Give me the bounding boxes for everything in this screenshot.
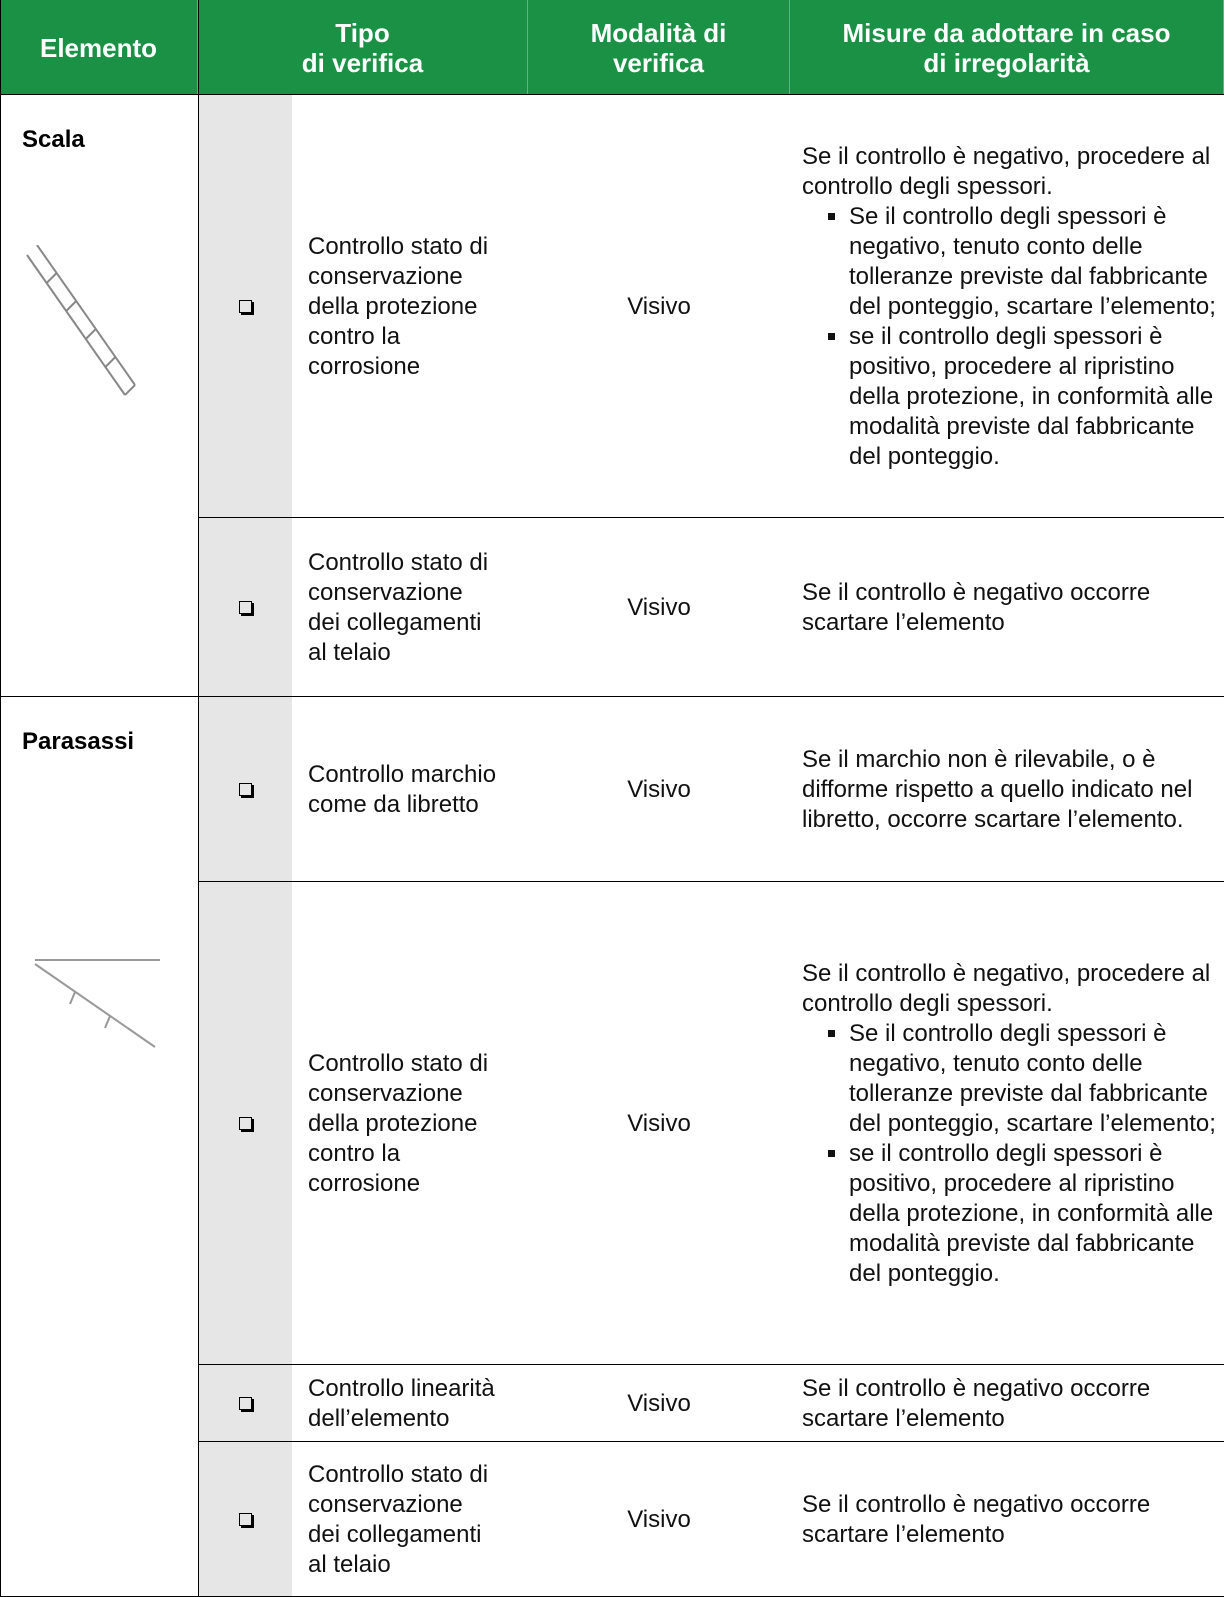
measure-cell: Se il controllo è negativo, procedere al… (790, 882, 1224, 1365)
checkbox-column (198, 95, 292, 1597)
check-type: Controllo stato di conservazione della p… (308, 1049, 489, 1197)
checkbox-icon (238, 601, 252, 614)
element-illustration (34, 959, 160, 1048)
element-name: Scala (22, 126, 85, 153)
checkbox-cell (198, 95, 292, 518)
element-name: Parasassi (22, 728, 135, 755)
header-cell: Elemento (0, 0, 198, 95)
measure-content: Se il controllo è negativo occorre scart… (802, 1374, 1220, 1434)
check-type: Controllo stato di conservazione dei col… (308, 1460, 489, 1578)
check-mode: Visivo (627, 593, 691, 621)
check-mode: Visivo (627, 1505, 691, 1533)
checkbox-icon (238, 1513, 252, 1526)
measure-cell: Se il controllo è negativo occorre scart… (790, 518, 1224, 697)
checkbox-icon (238, 783, 252, 796)
measure-text: Se il controllo è negativo occorre scart… (802, 578, 1151, 636)
check-type: Controllo linearità dell’elemento (308, 1374, 495, 1432)
check-type: Controllo stato di conservazione della p… (308, 232, 489, 380)
checkbox-cell (198, 518, 292, 697)
measure-text: Se il controllo è negativo occorre scart… (802, 1490, 1151, 1548)
table-border (0, 0, 1, 1597)
header-cell: Tipo di verifica (198, 0, 528, 95)
row-separator (198, 881, 1224, 882)
measure-content: Se il controllo è negativo occorre scart… (802, 1490, 1220, 1550)
measure-bullet: Se il controllo degli spessori è negativ… (849, 202, 1220, 322)
measure-cell: Se il controllo è negativo, procedere al… (790, 95, 1224, 518)
element-illustration (26, 245, 136, 396)
header-cell: Misure da adottare in caso di irregolari… (790, 0, 1224, 95)
header-cell: Modalità di verifica (528, 0, 790, 95)
measure-text: Se il controllo è negativo, procedere al… (802, 959, 1211, 1017)
measure-bullet: Se il controllo degli spessori è negativ… (849, 1019, 1220, 1139)
measure-text: Se il controllo è negativo, procedere al… (802, 142, 1211, 200)
check-mode: Visivo (627, 1389, 691, 1417)
measure-text: Se il controllo è negativo occorre scart… (802, 1374, 1151, 1432)
measure-cell: Se il controllo è negativo occorre scart… (790, 1365, 1224, 1442)
measure-cell: Se il marchio non è rilevabile, o è diff… (790, 697, 1224, 882)
header-bottom (0, 94, 1224, 95)
checkbox-cell (198, 697, 292, 882)
checkbox-cell (198, 1442, 292, 1597)
measure-text: Se il marchio non è rilevabile, o è diff… (802, 745, 1193, 833)
measure-cell: Se il controllo è negativo occorre scart… (790, 1442, 1224, 1597)
check-mode: Visivo (627, 1109, 691, 1137)
row-separator (198, 1364, 1224, 1365)
measure-content: Se il marchio non è rilevabile, o è diff… (802, 745, 1220, 835)
checkbox-icon (238, 1397, 252, 1410)
checkbox-cell (198, 1365, 292, 1442)
check-mode: Visivo (627, 292, 691, 320)
column-divider (198, 0, 199, 1597)
row-separator (198, 517, 1224, 518)
measure-bullet: se il controllo degli spessori è positiv… (849, 1139, 1220, 1289)
row-separator (198, 1441, 1224, 1442)
measure-content: Se il controllo è negativo, procedere al… (802, 142, 1220, 472)
measure-content: Se il controllo è negativo occorre scart… (802, 578, 1220, 638)
check-mode: Visivo (627, 775, 691, 803)
group-separator (0, 696, 1224, 697)
checkbox-icon (238, 300, 252, 313)
measure-list: Se il controllo degli spessori è negativ… (802, 1019, 1220, 1289)
measure-bullet: se il controllo degli spessori è positiv… (849, 322, 1220, 472)
checkbox-icon (238, 1117, 252, 1130)
check-type: Controllo marchio come da libretto (308, 760, 497, 818)
measure-list: Se il controllo degli spessori è negativ… (802, 202, 1220, 472)
check-type: Controllo stato di conservazione dei col… (308, 548, 489, 666)
checkbox-cell (198, 882, 292, 1365)
measure-content: Se il controllo è negativo, procedere al… (802, 959, 1220, 1289)
